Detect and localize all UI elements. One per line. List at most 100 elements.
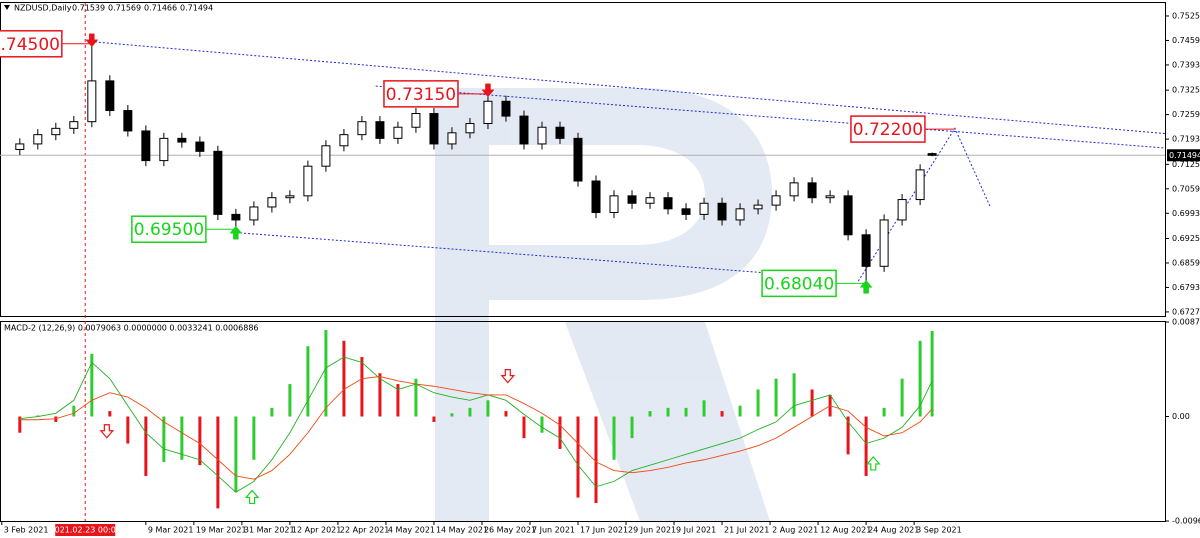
macd-bar xyxy=(54,416,58,422)
x-tick-label: 9 Mar 2021 xyxy=(148,526,194,535)
x-tick-label: 7 Jun 2021 xyxy=(532,526,575,535)
candle-body xyxy=(717,202,727,221)
macd-bar xyxy=(468,407,472,417)
macd-title: MACD-2 (12,26,9) 0.0079063 0.0000000 0.0… xyxy=(4,324,259,333)
candle-body xyxy=(807,182,817,199)
macd-bar xyxy=(666,407,670,417)
candle-body xyxy=(321,145,331,167)
candle-body xyxy=(519,115,529,145)
annotation-label: 0.68040 xyxy=(764,274,834,294)
macd-bar xyxy=(486,400,490,417)
signal-arrow xyxy=(481,83,495,98)
macd-bar xyxy=(738,405,742,417)
macd-bar xyxy=(252,416,256,460)
watermark-leg xyxy=(565,322,770,521)
candle-body xyxy=(501,100,511,117)
watermark-stem xyxy=(435,88,489,521)
macd-bar xyxy=(810,389,814,417)
macd-bar xyxy=(162,416,166,462)
candle-body xyxy=(267,197,277,208)
annotation-box xyxy=(850,115,926,143)
candle-body xyxy=(771,195,781,206)
candle-body xyxy=(591,180,601,214)
candle-body xyxy=(843,195,853,236)
candle-body xyxy=(51,127,61,136)
macd-bar xyxy=(864,416,868,476)
macd-panel-frame xyxy=(0,321,1166,522)
macd-bar xyxy=(36,415,40,417)
candle-body xyxy=(105,80,115,112)
x-tick-label: 29 Jun 2021 xyxy=(628,526,676,535)
macd-bar xyxy=(18,416,22,433)
y-tick-label: 0.0087431 xyxy=(1172,318,1200,327)
annotation-label: 0.74500 xyxy=(0,35,60,55)
annotation-box xyxy=(0,30,63,58)
macd-signal-arrow xyxy=(500,368,516,384)
candle-body xyxy=(69,121,79,129)
x-tick-label: 26 May 2021 xyxy=(484,526,536,535)
candle-body xyxy=(927,153,937,156)
x-tick-label: 31 Mar 2021 xyxy=(244,526,295,535)
crosshair-label: 2021.02.23 00:00 xyxy=(50,526,121,535)
macd-bar xyxy=(594,416,598,503)
candle-body xyxy=(627,195,637,204)
macd-bar xyxy=(522,416,526,439)
annotation-label: 0.69500 xyxy=(134,220,204,240)
macd-bar xyxy=(774,378,778,417)
macd-bar xyxy=(846,416,850,455)
candle-body xyxy=(393,126,403,139)
macd-signal-arrow xyxy=(99,424,115,439)
x-tick-label: 2 Aug 2021 xyxy=(772,526,818,535)
macd-bar xyxy=(882,407,886,417)
macd-bar xyxy=(918,340,922,417)
macd-bar xyxy=(630,416,634,439)
x-tick-label: 12 Apr 2021 xyxy=(292,526,341,535)
macd-bar xyxy=(576,416,580,498)
candle-body xyxy=(645,197,655,204)
current-price-box xyxy=(1167,149,1200,162)
macd-bar xyxy=(648,411,652,417)
signal-arrow xyxy=(859,279,873,294)
annotation-label: 0.73150 xyxy=(386,85,456,105)
x-tick-label: 3 Feb 2021 xyxy=(4,526,49,535)
macd-bar xyxy=(306,346,310,417)
macd-bar xyxy=(702,400,706,417)
x-tick-label: 22 Apr 2021 xyxy=(340,526,389,535)
macd-signal-arrow xyxy=(244,489,260,505)
candle-body xyxy=(483,100,493,125)
y-tick-label: 0.67270 xyxy=(1172,307,1200,316)
candle-body xyxy=(15,143,25,150)
candle-body xyxy=(177,137,187,143)
candle-body xyxy=(879,219,889,267)
candle-body xyxy=(753,204,763,210)
header-close: 0.71494 xyxy=(180,4,213,13)
candle-body xyxy=(897,199,907,221)
macd-bar xyxy=(324,330,328,417)
candle-body xyxy=(915,169,925,201)
macd-bar xyxy=(930,331,934,417)
macd-bar xyxy=(396,384,400,417)
candle-body xyxy=(609,195,619,214)
candle-body xyxy=(555,126,565,139)
annotation-box xyxy=(761,269,837,298)
macd-line xyxy=(19,376,933,480)
macd-bar xyxy=(108,411,112,417)
candle-body xyxy=(33,134,43,145)
x-tick-label: 21 Jul 2021 xyxy=(724,526,769,535)
macd-bar xyxy=(432,416,436,422)
macd-bar xyxy=(342,340,346,417)
macd-bar xyxy=(270,407,274,417)
candle-body xyxy=(699,202,709,215)
macd-bar xyxy=(792,373,796,417)
annotation-box xyxy=(383,80,459,108)
macd-bar xyxy=(540,416,544,433)
macd-bar xyxy=(126,416,130,444)
